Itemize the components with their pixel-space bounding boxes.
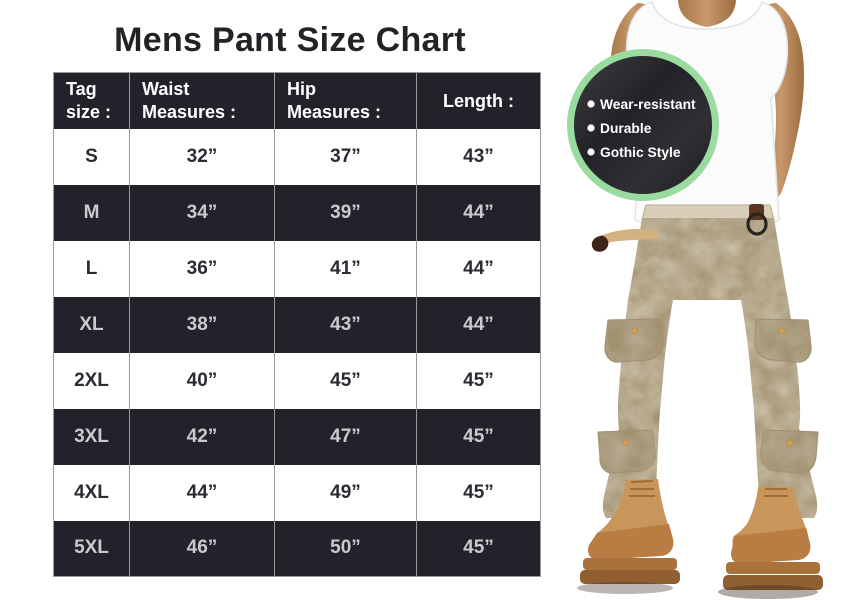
svg-text:Durable: Durable [600, 121, 652, 136]
svg-text:Wear-resistant: Wear-resistant [600, 97, 696, 112]
svg-text:Gothic Style: Gothic Style [600, 145, 681, 160]
